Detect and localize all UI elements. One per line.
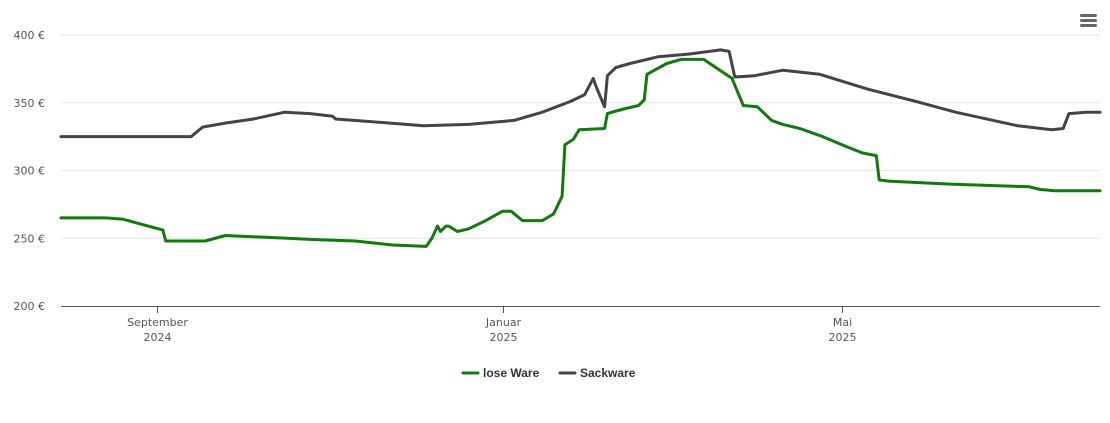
x-axis: September 2024 Januar 2025 Mai 2025 [61,306,1100,344]
y-tick-label: 250 € [14,232,46,245]
legend-item-sackware[interactable]: Sackware [558,366,636,380]
legend-label: lose Ware [483,366,540,380]
series-line-lose-ware [59,57,1102,248]
y-tick-label: 350 € [14,97,46,110]
x-tick-label: Mai [833,316,852,329]
hamburger-menu-icon[interactable] [1078,10,1100,32]
legend[interactable]: lose Ware Sackware [461,366,636,380]
x-tick-label: September [127,316,188,329]
menu-bar-3 [1080,24,1097,27]
series-line-sackware [59,48,1102,139]
series-lines [59,48,1102,248]
menu-bar-1 [1080,14,1097,17]
x-tick-label: 2025 [829,331,857,344]
grid-lines [61,34,1100,239]
x-tick-label: 2025 [490,331,518,344]
x-tick-label: 2024 [144,331,172,344]
menu-bar-2 [1080,19,1097,22]
legend-label: Sackware [580,366,636,380]
y-axis: 200 € 250 € 300 € 350 € 400 € [14,29,46,313]
y-tick-label: 400 € [14,29,46,42]
y-tick-label: 200 € [14,300,46,313]
legend-item-lose-ware[interactable]: lose Ware [461,366,540,380]
y-tick-label: 300 € [14,165,46,178]
x-tick-label: Januar [485,316,522,329]
